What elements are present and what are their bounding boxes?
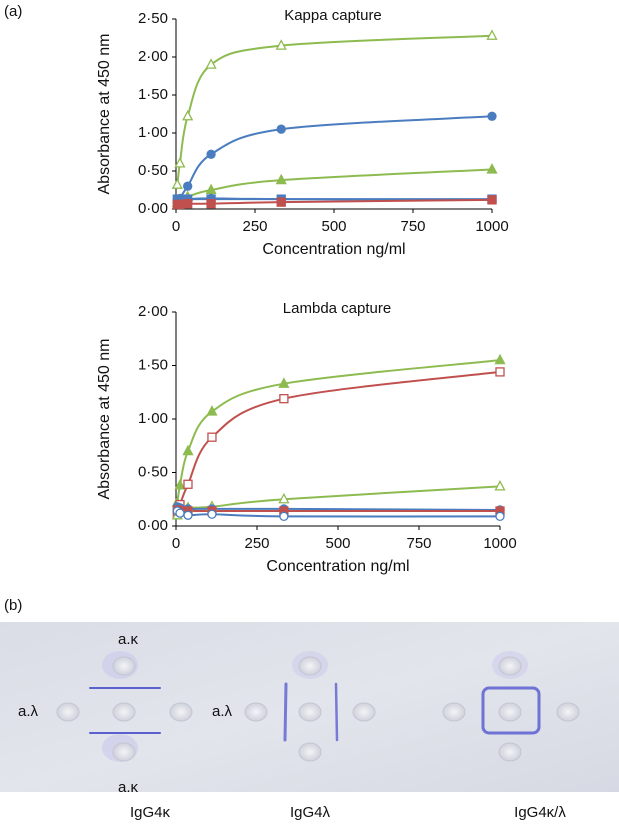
y-tick-label: 0·00 (138, 200, 168, 217)
marker (183, 479, 193, 489)
x-axis-label: Concentration ng/ml (266, 558, 409, 575)
marker (494, 353, 506, 365)
marker (278, 492, 290, 504)
y-tick-label: 2·00 (138, 303, 168, 320)
marker (206, 149, 216, 159)
y-tick-label: 1·00 (138, 410, 168, 427)
sample-label: IgG4λ (290, 804, 331, 821)
marker (495, 367, 505, 377)
well-label: a.λ (212, 703, 233, 720)
marker (206, 405, 218, 416)
y-tick-label: 0·50 (138, 162, 168, 179)
marker (276, 197, 286, 207)
y-tick-label: 0·00 (138, 517, 168, 534)
marker (205, 58, 217, 69)
marker (182, 109, 194, 121)
marker (495, 511, 505, 522)
marker (279, 394, 289, 404)
marker (494, 480, 506, 491)
marker (486, 29, 498, 40)
well-label: a.λ (18, 703, 39, 720)
x-axis-label: Concentration ng/ml (262, 241, 405, 258)
marker (175, 199, 185, 210)
marker (278, 377, 290, 388)
y-tick-label: 2·50 (138, 10, 168, 27)
chart-title: Kappa capture (284, 7, 382, 24)
panel-label: (a) (4, 3, 22, 20)
y-tick-label: 1·50 (138, 356, 168, 373)
y-tick-label: 2·00 (138, 48, 168, 65)
x-tick-label: 750 (400, 218, 425, 235)
marker (182, 444, 194, 456)
x-tick-label: 750 (406, 535, 431, 552)
x-tick-label: 0 (172, 218, 180, 235)
marker (174, 157, 186, 168)
marker (183, 181, 193, 191)
series-line (176, 359, 501, 503)
y-axis-label: Absorbance at 450 nm (96, 34, 113, 195)
sample-label: IgG4κ (130, 804, 171, 821)
marker (487, 195, 497, 205)
marker (171, 178, 183, 189)
x-tick-label: 1000 (483, 535, 516, 552)
series-line (176, 509, 500, 513)
marker (275, 39, 287, 50)
series-line (176, 370, 501, 514)
marker (183, 199, 193, 209)
y-tick-label: 0·50 (138, 463, 168, 480)
well-label: a.κ (118, 631, 139, 648)
y-axis-label: Absorbance at 450 nm (96, 339, 113, 500)
panel-label: (b) (4, 597, 22, 614)
marker (205, 183, 217, 195)
x-tick-label: 500 (325, 535, 350, 552)
marker (486, 163, 498, 174)
series-line (177, 198, 493, 206)
well-label: a.κ (118, 779, 139, 796)
marker (275, 173, 287, 185)
x-tick-label: 500 (321, 218, 346, 235)
y-tick-label: 1·50 (138, 86, 168, 103)
marker (183, 510, 193, 520)
x-tick-label: 250 (244, 535, 269, 552)
y-tick-label: 1·00 (138, 124, 168, 141)
marker (207, 509, 217, 519)
gel-image (0, 622, 619, 792)
marker (207, 432, 217, 442)
series-line (176, 505, 501, 511)
x-tick-label: 1000 (475, 218, 508, 235)
marker (487, 111, 497, 121)
marker (175, 508, 185, 518)
marker (206, 199, 216, 209)
series-line (176, 34, 493, 185)
sample-label: IgG4κ/λ (514, 804, 566, 821)
marker (276, 124, 286, 134)
series-line (176, 115, 493, 203)
marker (279, 511, 289, 522)
x-tick-label: 0 (172, 535, 180, 552)
x-tick-label: 250 (242, 218, 267, 235)
marker (174, 478, 186, 490)
chart-title: Lambda capture (283, 300, 391, 317)
